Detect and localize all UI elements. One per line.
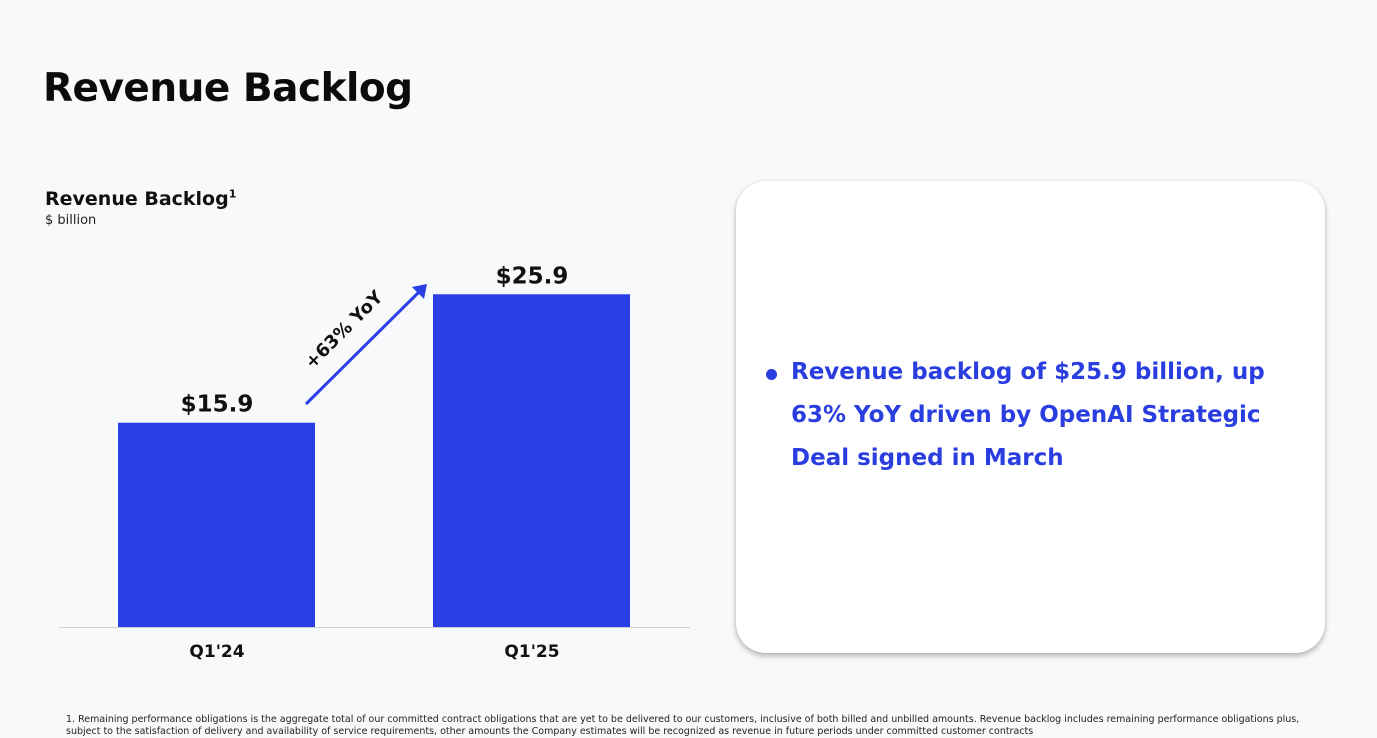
data-label-1: $15.9 xyxy=(181,392,254,418)
callout-bullet-text: Revenue backlog of $25.9 billion, up 63%… xyxy=(791,359,1265,471)
chart-unit-label: $ billion xyxy=(45,213,97,228)
growth-arrow-line xyxy=(304,288,423,406)
growth-annotation: +63% YoY xyxy=(301,286,388,373)
page-title: Revenue Backlog xyxy=(43,66,413,111)
bullet-dot-icon xyxy=(766,369,777,380)
callout-bullet-item: Revenue backlog of $25.9 billion, up 63%… xyxy=(766,351,1296,480)
chart-title-text: Revenue Backlog xyxy=(45,188,229,210)
chart-title-footnote-marker: 1 xyxy=(228,187,237,201)
bar-1 xyxy=(118,422,315,627)
x-tick-label-1: Q1'24 xyxy=(189,642,244,662)
chart-title: Revenue Backlog1 xyxy=(45,188,236,210)
bar-2 xyxy=(433,294,630,627)
data-label-2: $25.9 xyxy=(496,263,569,289)
bar-chart: $15.9 Q1'24 $25.9 Q1'25 +63% YoY xyxy=(59,263,690,662)
growth-arrow-head xyxy=(412,284,427,299)
callout-card: Revenue backlog of $25.9 billion, up 63%… xyxy=(736,181,1325,653)
footnote: 1. Remaining performance obligations is … xyxy=(66,714,1300,737)
x-tick-label-2: Q1'25 xyxy=(504,642,559,662)
